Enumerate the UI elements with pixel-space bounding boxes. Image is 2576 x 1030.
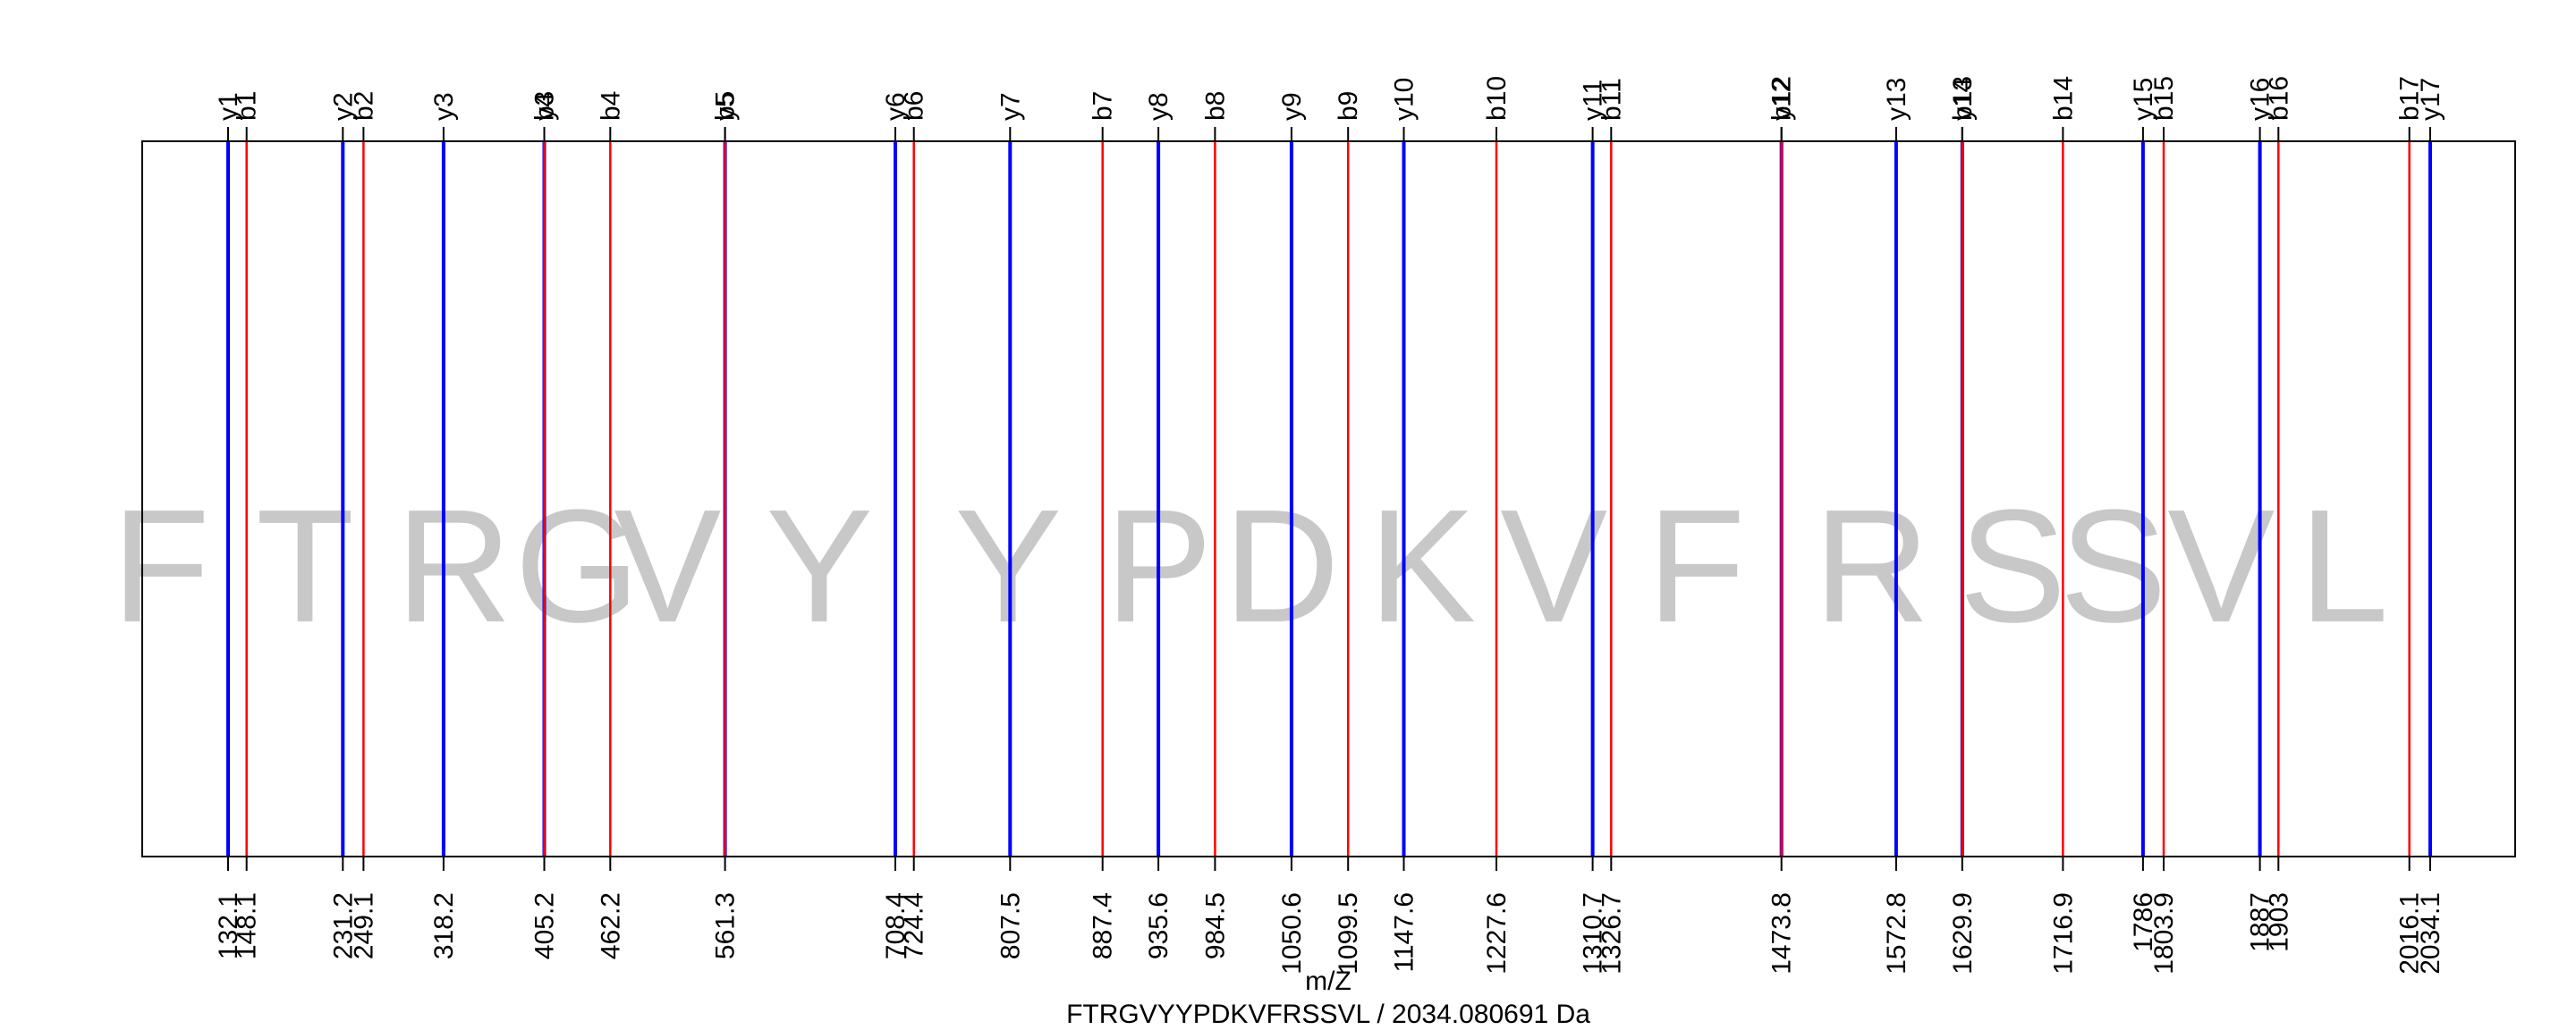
mz-tick-label: 318.2	[429, 892, 459, 959]
peptide-subtitle: FTRGVYYPDKVFRSSVL / 2034.080691 Da	[1066, 1000, 1590, 1029]
mz-tick-label: 1050.6	[1277, 892, 1307, 975]
ion-label-y4: y4	[530, 92, 560, 121]
ion-label-b7: b7	[1089, 91, 1118, 121]
mz-tick-label: 249.1	[349, 892, 378, 959]
ion-label-b4: b4	[596, 91, 625, 121]
ion-label-b3: b3	[530, 91, 560, 121]
ion-label-y9: y9	[1277, 92, 1307, 121]
mz-tick-label: 231.2	[328, 892, 358, 959]
mz-tick-label: 935.6	[1144, 892, 1174, 959]
ion-label-b13: b13	[1948, 76, 1978, 121]
mz-tick-label: 1803.9	[2149, 892, 2179, 975]
mz-tick-label: 148.1	[233, 892, 262, 959]
ion-label-ticks: y1 y2 y3 y4 y5 y6 y7 y8 y9 y10 y11 y12 y13 y14 y15 y16 y…	[214, 76, 2445, 141]
mz-tick-label: 561.3	[711, 892, 741, 959]
ion-label-y17: y17	[2416, 78, 2445, 121]
ion-label-b5: b5	[711, 91, 741, 121]
ion-label-y6: y6	[881, 92, 911, 121]
mz-tick-label: 708.4	[881, 892, 911, 959]
ion-label-y11: y11	[1579, 80, 1608, 121]
residue-letter: S	[1959, 477, 2066, 656]
mz-tick-label: 462.2	[596, 892, 625, 959]
mz-tick-label: 724.4	[900, 892, 929, 959]
ion-label-y14: y14	[1948, 78, 1978, 121]
residue-letter: D	[1224, 477, 1340, 656]
mz-tick-label: 887.4	[1089, 892, 1118, 959]
residue-letter: Y	[766, 477, 873, 656]
mz-tick-label: 1310.7	[1579, 892, 1608, 975]
x-axis-label: m/Z	[1305, 967, 1352, 996]
ion-label-y15: y15	[2129, 78, 2158, 121]
ion-label-b16: b16	[2264, 76, 2293, 121]
ion-label-y16: y16	[2246, 78, 2275, 121]
mz-tick-label: 1572.8	[1882, 892, 1911, 975]
residue-letter: K	[1368, 477, 1476, 656]
residue-letter: G	[514, 477, 640, 656]
ion-label-b6: b6	[900, 91, 929, 121]
residue-sequence: F T R GV Y Y P D K V F R SS V L	[112, 477, 2389, 656]
ion-label-y3: y3	[429, 92, 459, 121]
residue-letter: R	[396, 477, 513, 656]
plot-frame	[141, 140, 2516, 857]
mz-tick-label: 1147.6	[1390, 892, 1419, 973]
ion-label-b12: b12	[1767, 76, 1797, 121]
mz-tick-label: 1326.7	[1597, 892, 1626, 975]
mz-tick-label: 1786	[2129, 892, 2158, 952]
mz-tick-label: 132.1	[214, 892, 243, 959]
mz-tick-label: 405.2	[530, 892, 560, 959]
residue-letter: R	[1814, 477, 1930, 656]
mz-tick-label: 1887	[2246, 892, 2275, 952]
ion-label-b2: b2	[349, 91, 378, 121]
mz-tick-label: 2034.1	[2416, 892, 2445, 975]
ion-label-y2: y2	[328, 92, 358, 121]
mz-tick-label: 984.5	[1200, 892, 1230, 959]
residue-letter: T	[256, 477, 354, 656]
mz-tick-label: 1227.6	[1482, 892, 1512, 975]
residue-letter: F	[112, 477, 210, 656]
mz-tick-label: 1473.8	[1767, 892, 1797, 975]
ion-label-y5: y5	[711, 92, 741, 121]
ion-label-b14: b14	[2048, 76, 2078, 121]
mz-tick-label: 1099.5	[1334, 892, 1363, 975]
ion-label-b8: b8	[1200, 91, 1230, 121]
ion-label-b15: b15	[2149, 76, 2179, 121]
mz-tick-label: 1716.9	[2048, 892, 2078, 975]
mz-tick-label: 807.5	[996, 892, 1025, 959]
residue-letter: V	[2167, 477, 2275, 656]
mz-tick-label: 2016.1	[2395, 892, 2425, 975]
ion-label-b17: b17	[2395, 76, 2425, 121]
ion-label-b1: b1	[233, 91, 262, 121]
ion-label-y12: y12	[1767, 78, 1797, 121]
mz-tick-label: 1903	[2264, 892, 2293, 952]
residue-letter: V	[614, 477, 721, 656]
ion-label-b11: b11	[1597, 78, 1626, 121]
ion-label-b9: b9	[1334, 91, 1363, 121]
mz-tick-label: 1629.9	[1948, 892, 1978, 975]
residue-letter: V	[1500, 477, 1607, 656]
residue-letter: F	[1648, 477, 1746, 656]
ion-label-y10: y10	[1390, 78, 1419, 121]
ion-label-y8: y8	[1144, 92, 1174, 121]
ion-label-y7: y7	[996, 92, 1025, 121]
peak-lines	[226, 141, 2432, 857]
residue-letter: S	[2060, 477, 2167, 656]
residue-letter: Y	[954, 477, 1062, 656]
ion-label-y1: y1	[214, 92, 243, 121]
residue-letter: L	[2299, 477, 2388, 656]
ion-label-y13: y13	[1882, 78, 1911, 121]
ion-label-b10: b10	[1482, 76, 1512, 121]
